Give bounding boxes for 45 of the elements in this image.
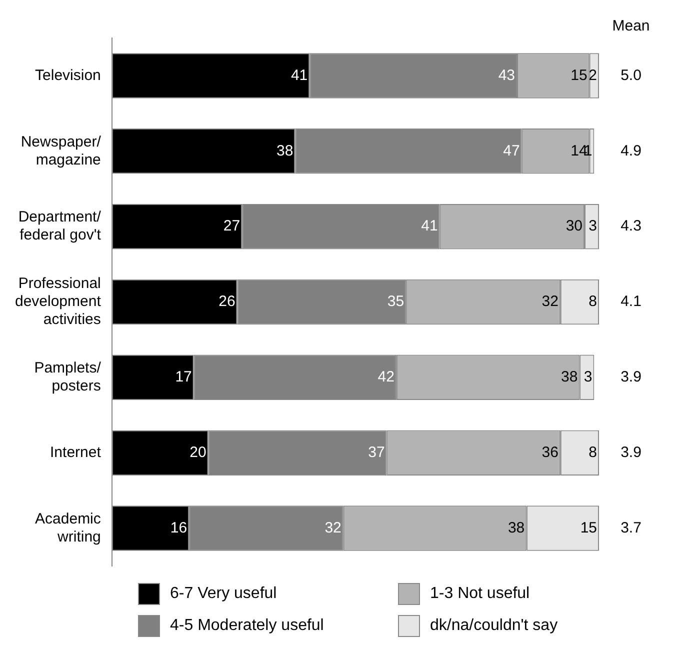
y-tick-label: Newspaper/magazine [20, 133, 102, 168]
data-label: 47 [503, 142, 520, 160]
text: 4.9 [620, 142, 642, 160]
legend-label: 1-3 Not useful [430, 585, 530, 603]
data-label: 15 [580, 519, 597, 536]
data-label: 15 [570, 66, 588, 84]
data-label: 20 [190, 444, 206, 461]
y-tick-label: Professional development activities [14, 275, 102, 328]
data-label: 2 [588, 66, 597, 84]
data-label: 38 [508, 519, 525, 536]
data-label: 3 [584, 368, 592, 386]
data-label: 32 [324, 519, 342, 536]
y-tick-label: Department/federal gov't [18, 208, 102, 244]
data-label: 41 [421, 218, 438, 235]
y-tick-label: Pamplets/posters [34, 360, 102, 395]
data-label: 42 [378, 368, 394, 386]
text: 3.9 [620, 444, 642, 461]
data-label: 35 [387, 293, 404, 310]
data-label: 38 [276, 142, 294, 160]
data-label: 16 [170, 519, 188, 536]
data-label: 3 [588, 218, 597, 235]
data-label: 38 [561, 368, 578, 386]
y-tick-label: Internet [50, 444, 102, 461]
data-label: 8 [588, 444, 597, 461]
data-label: 26 [218, 293, 236, 310]
y-tick-label: Television [35, 66, 101, 84]
data-label: 37 [368, 444, 385, 461]
data-label: 43 [498, 66, 516, 84]
legend-label: dk/na/couldn't say [430, 617, 558, 635]
y-tick-label: Academic writing [35, 510, 102, 546]
text: 5.0 [620, 66, 642, 84]
text: 4.3 [620, 218, 642, 235]
data-label: 30 [566, 218, 583, 235]
data-label: 36 [542, 444, 558, 461]
text: 3.9 [620, 368, 642, 386]
legend-label: 4-5 Moderately useful [170, 617, 324, 635]
text: 4.1 [620, 293, 642, 310]
text: 3.7 [620, 519, 642, 536]
data-label: 27 [223, 218, 240, 235]
data-label: 32 [542, 293, 558, 310]
legend-label: 6-7 Very useful [170, 585, 277, 603]
text: Mean [612, 18, 650, 35]
data-label: 41 [290, 66, 308, 84]
data-label: 8 [588, 293, 597, 310]
data-label: 17 [175, 368, 192, 386]
